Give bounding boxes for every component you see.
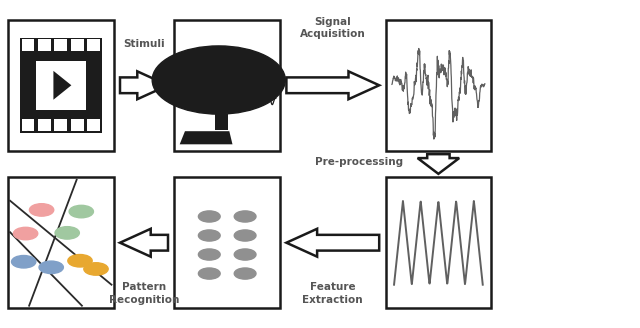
Bar [88, 119, 100, 131]
Circle shape [198, 230, 220, 241]
Bar [385, 177, 492, 308]
Bar [174, 20, 280, 151]
Circle shape [152, 46, 285, 114]
Circle shape [13, 227, 38, 240]
Bar [174, 177, 280, 308]
Circle shape [39, 261, 63, 274]
Bar [36, 61, 86, 110]
Bar [214, 114, 228, 130]
Circle shape [68, 255, 92, 267]
Polygon shape [180, 131, 232, 144]
Bar [71, 39, 84, 51]
Bar [71, 119, 84, 131]
Circle shape [234, 211, 256, 222]
Bar [22, 119, 34, 131]
Bar [38, 39, 51, 51]
Bar [8, 20, 114, 151]
Bar [22, 39, 34, 51]
Circle shape [55, 227, 79, 239]
Circle shape [234, 230, 256, 241]
Text: Pre-processing: Pre-processing [315, 157, 403, 167]
Polygon shape [287, 229, 380, 256]
Circle shape [198, 211, 220, 222]
Bar [38, 119, 51, 131]
Circle shape [198, 249, 220, 260]
Polygon shape [53, 71, 72, 100]
Bar [88, 39, 100, 51]
Circle shape [12, 256, 36, 268]
Circle shape [234, 268, 256, 279]
Polygon shape [418, 154, 460, 174]
Polygon shape [287, 72, 380, 99]
Circle shape [234, 249, 256, 260]
Polygon shape [120, 229, 168, 256]
Bar [54, 39, 67, 51]
Text: Signal
Acquisition: Signal Acquisition [300, 17, 365, 39]
Bar [8, 177, 114, 308]
Circle shape [69, 205, 93, 218]
Circle shape [84, 263, 108, 275]
Circle shape [29, 204, 54, 216]
Circle shape [198, 268, 220, 279]
Text: Feature
Extraction: Feature Extraction [303, 282, 363, 305]
Polygon shape [120, 72, 168, 99]
Text: Stimuli: Stimuli [123, 39, 165, 49]
Bar [20, 38, 102, 133]
Bar [54, 119, 67, 131]
Bar [385, 20, 492, 151]
Text: Pattern
Recognition: Pattern Recognition [109, 282, 179, 305]
